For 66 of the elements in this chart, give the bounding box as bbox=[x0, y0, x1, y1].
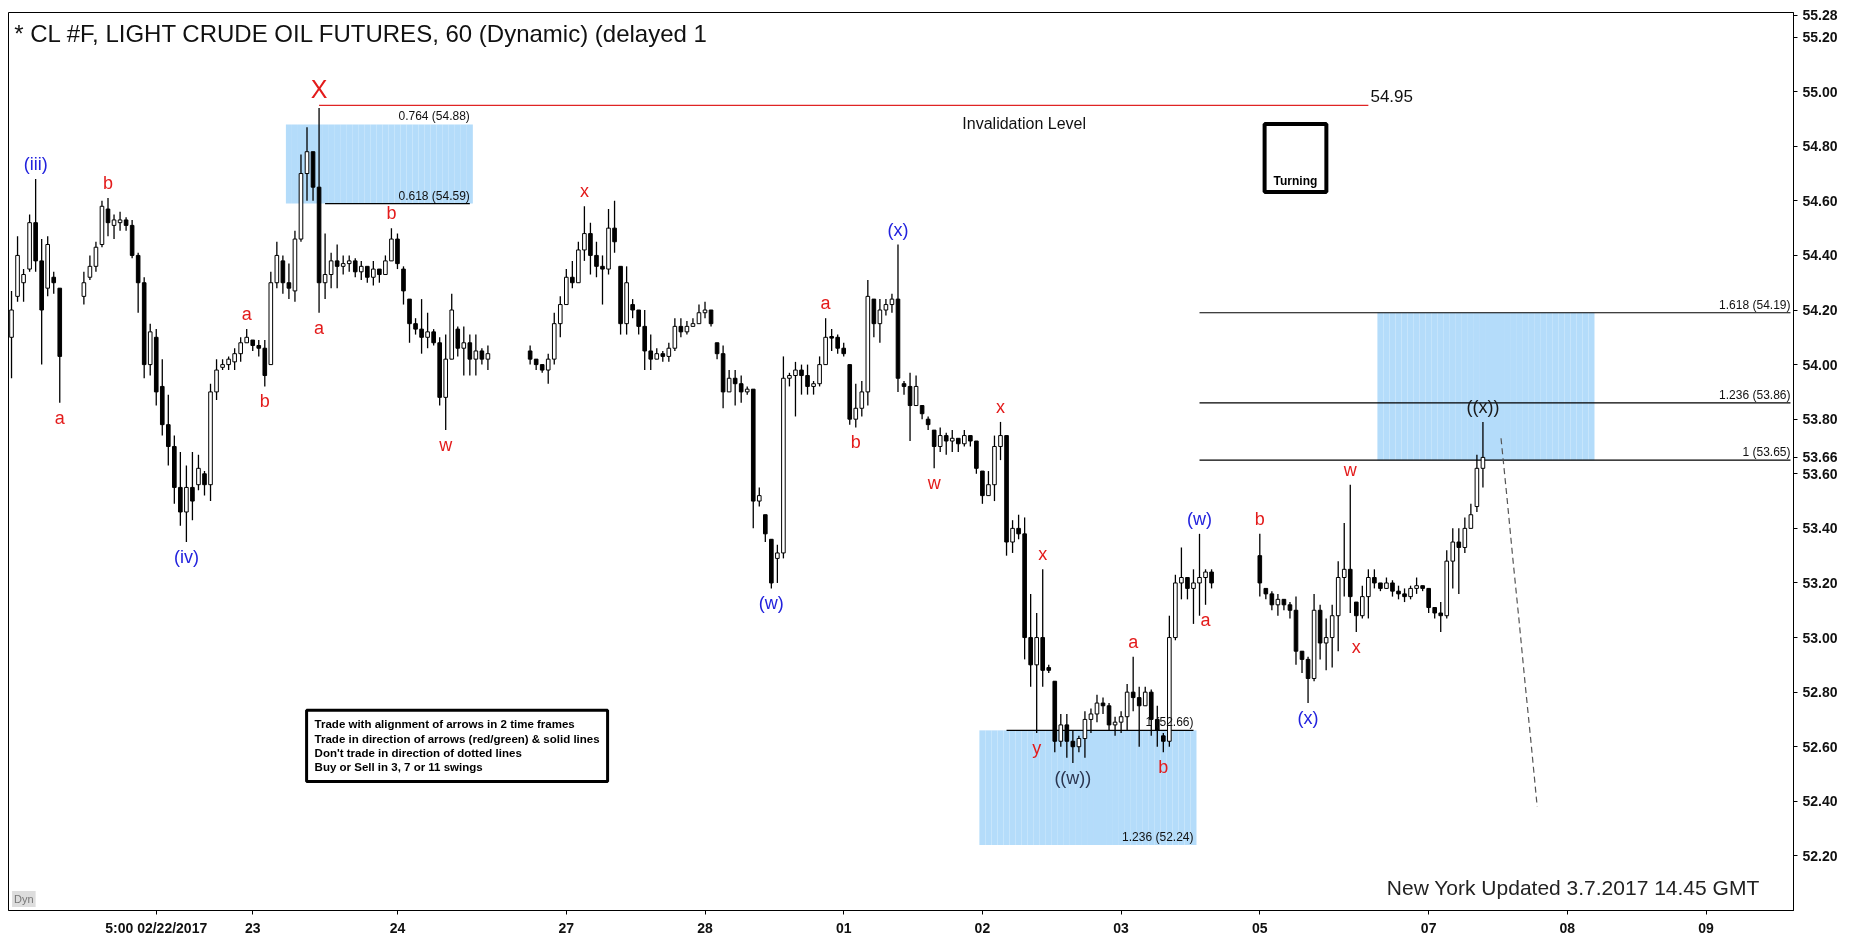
annotation: (x) bbox=[887, 219, 909, 240]
x-tick-label: 27 bbox=[558, 919, 575, 936]
y-tick-label: 52.40 bbox=[1802, 793, 1838, 810]
annotation: a bbox=[1128, 631, 1140, 652]
annotation: x bbox=[1038, 544, 1048, 565]
x-tick-label: 09 bbox=[1698, 919, 1715, 936]
y-tick-label: 52.20 bbox=[1802, 847, 1838, 864]
annotation: b bbox=[259, 391, 270, 412]
y-tick-label: 53.60 bbox=[1802, 465, 1838, 482]
y-tick-label: 52.80 bbox=[1802, 684, 1838, 701]
y-tick-label: 54.80 bbox=[1802, 138, 1838, 155]
annotation: x bbox=[996, 396, 1005, 417]
x-tick-label: 5:00 02/22/2017 bbox=[105, 919, 208, 936]
x-tick-label: 28 bbox=[697, 919, 714, 936]
x-tick-label: 24 bbox=[389, 919, 406, 936]
annotation: b bbox=[850, 432, 861, 453]
annotation: w bbox=[438, 435, 454, 456]
y-tick-label: 54.00 bbox=[1802, 356, 1838, 373]
x-tick-label: 02 bbox=[974, 919, 991, 936]
y-tick-label: 55.00 bbox=[1802, 83, 1838, 100]
annotation: b bbox=[103, 173, 114, 194]
y-tick-label: 55.28 bbox=[1802, 7, 1838, 24]
chart-title: * CL #F, LIGHT CRUDE OIL FUTURES, 60 (Dynamic) (delayed 1 bbox=[14, 19, 707, 47]
annotation: a bbox=[54, 407, 66, 428]
annotation: w bbox=[1342, 459, 1358, 480]
y-tick-label: 53.66 bbox=[1802, 449, 1838, 466]
x-tick-label: 08 bbox=[1559, 919, 1576, 936]
x-tick-label: 03 bbox=[1113, 919, 1130, 936]
annotation: a bbox=[241, 304, 253, 325]
annotation: (iv) bbox=[173, 547, 199, 568]
annotation: x bbox=[1351, 637, 1361, 658]
y-tick-label: 54.20 bbox=[1802, 302, 1838, 319]
annotation: a bbox=[1200, 609, 1212, 630]
annotation: b bbox=[1254, 508, 1265, 529]
y-tick-label: 53.20 bbox=[1802, 574, 1838, 591]
x-tick-label: 01 bbox=[835, 919, 852, 936]
x-tick-label: 07 bbox=[1420, 919, 1437, 936]
y-tick-label: 53.80 bbox=[1802, 411, 1838, 428]
annotation: a bbox=[314, 317, 326, 338]
y-tick-label: 53.00 bbox=[1802, 629, 1838, 646]
annotation: 54.95 bbox=[1370, 87, 1413, 107]
annotation: X bbox=[310, 75, 328, 104]
annotation: (x) bbox=[1297, 708, 1319, 729]
y-tick-label: 52.60 bbox=[1802, 738, 1838, 755]
annotation: 1.236 (53.86) bbox=[1719, 387, 1791, 402]
annotation: New York Updated 3.7.2017 14.45 GMT bbox=[1386, 875, 1760, 899]
annotation: 0.764 (54.88) bbox=[398, 109, 470, 124]
y-tick-label: 54.60 bbox=[1802, 192, 1838, 209]
annotation: Dyn bbox=[14, 892, 34, 905]
annotation: (iii) bbox=[23, 154, 48, 174]
x-tick-label: 05 bbox=[1252, 919, 1268, 936]
annotation: (w) bbox=[758, 593, 784, 614]
x-tick-label: 23 bbox=[244, 919, 261, 936]
y-tick-label: 55.20 bbox=[1802, 29, 1838, 46]
annotation: a bbox=[820, 293, 832, 314]
annotation: (w) bbox=[1187, 508, 1213, 529]
annotation: Trade with alignment of arrows in 2 time frames Trade in direction of arrows (red/green) & solid lines Don't trade in direction of dotted lines Buy or Sell in 3, 7 or 11 swings bbox=[314, 718, 600, 774]
annotation: 1.618 (54.19) bbox=[1719, 297, 1791, 312]
annotation: 1 (53.65) bbox=[1742, 445, 1791, 460]
annotation: Turning bbox=[1273, 174, 1318, 189]
annotation: x bbox=[579, 181, 589, 202]
y-tick-label: 53.40 bbox=[1802, 520, 1838, 537]
annotation: Invalidation Level bbox=[962, 115, 1086, 133]
y-tick-label: 54.40 bbox=[1802, 247, 1838, 264]
annotation: b bbox=[386, 203, 397, 224]
annotation: w bbox=[926, 473, 942, 494]
